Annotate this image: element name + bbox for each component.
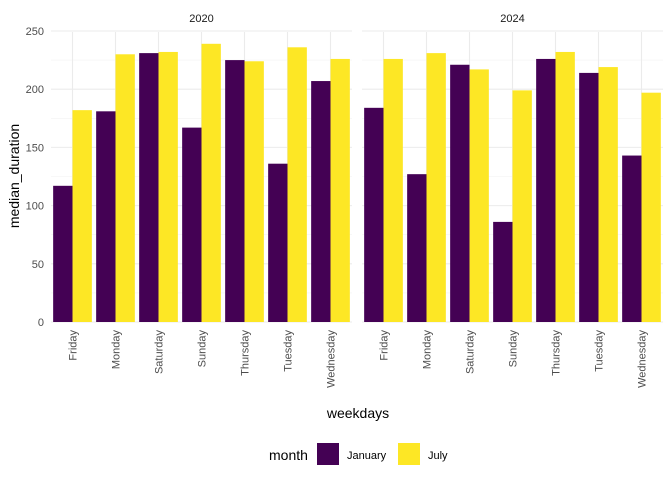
bar-july [641, 92, 661, 322]
x-tick-label: Wednesday [637, 330, 649, 388]
bar-january [311, 81, 331, 322]
x-tick-label: Thursday [551, 330, 563, 376]
legend-key-july [398, 443, 420, 465]
legend-label: July [428, 450, 448, 462]
bar-january [96, 111, 116, 322]
x-tick-label: Monday [422, 330, 434, 370]
y-axis-title: median_duration [6, 124, 22, 228]
bar-january [225, 60, 245, 322]
x-tick-label: Tuesday [594, 330, 606, 372]
x-tick-label: Wednesday [326, 330, 338, 388]
bar-january [407, 174, 427, 322]
x-tick-label: Sunday [508, 330, 520, 368]
bar-january [536, 58, 556, 322]
bar-january [139, 53, 159, 323]
legend-label: January [347, 450, 387, 462]
bar-july [244, 61, 264, 322]
bar-july [383, 58, 403, 322]
legend: month January July [269, 443, 448, 465]
bar-january [268, 163, 288, 322]
x-tick-label: Thursday [240, 330, 252, 376]
x-tick-label: Saturday [154, 330, 166, 375]
bar-july [598, 67, 618, 322]
bar-july [115, 54, 135, 322]
legend-title: month [269, 447, 308, 463]
bar-july [512, 90, 532, 322]
y-axis-ticks: 0 50 100 150 200 250 [26, 26, 44, 329]
x-tick-label: Friday [379, 330, 391, 361]
bar-january [53, 185, 73, 322]
bar-january [579, 72, 599, 323]
bar-january [364, 107, 384, 322]
x-tick-label: Monday [111, 330, 123, 370]
legend-key-january [317, 443, 339, 465]
y-tick-label: 50 [32, 259, 44, 271]
y-tick-label: 100 [26, 201, 44, 213]
bar-january [182, 127, 202, 322]
y-tick-label: 200 [26, 84, 44, 96]
bar-january [450, 64, 470, 323]
facet-strip-label: 2020 [189, 13, 213, 25]
x-tick-label: Sunday [197, 330, 209, 368]
bar-january [622, 155, 642, 322]
facet-strip-label: 2024 [500, 13, 524, 25]
bar-july [158, 51, 178, 323]
x-axis-ticks: Friday Monday Saturday Sunday Thursday Tuesda… [68, 330, 649, 388]
bar-january [493, 221, 513, 322]
bars [53, 43, 661, 323]
bar-july [555, 51, 575, 323]
y-tick-label: 150 [26, 142, 44, 154]
x-tick-label: Tuesday [283, 330, 295, 372]
x-tick-label: Friday [68, 330, 80, 361]
y-tick-label: 0 [38, 317, 44, 329]
bar-july [72, 110, 92, 322]
facet-strips: 2020 2024 [189, 13, 524, 25]
bar-july [201, 43, 221, 322]
y-tick-label: 250 [26, 26, 44, 38]
x-tick-label: Saturday [465, 330, 477, 375]
bar-july [426, 53, 446, 323]
bar-july [287, 47, 307, 323]
bar-july [469, 69, 489, 322]
bar-july [330, 58, 350, 322]
x-axis-title: weekdays [326, 405, 389, 421]
